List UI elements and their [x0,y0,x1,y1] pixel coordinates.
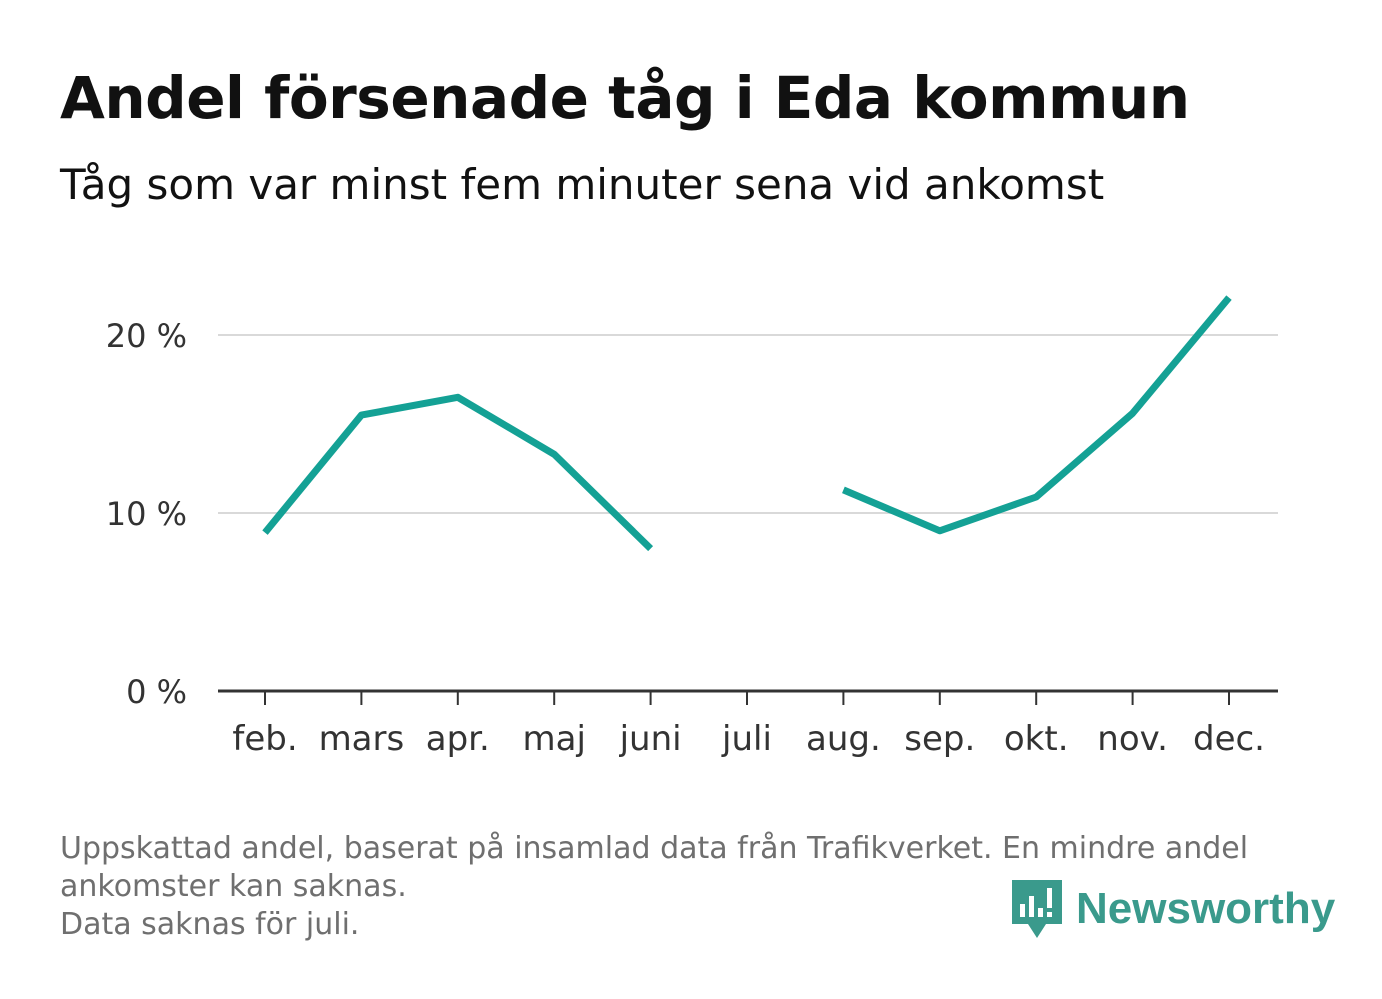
x-tick-label: nov. [1097,719,1168,759]
x-tick-label: juli [721,719,772,759]
newsworthy-logo: Newsworthy [1010,878,1335,940]
line-chart: 0 % 10 % 20 % feb. mars apr. maj juni juli aug. s… [106,295,1278,759]
x-tick-label: mars [319,719,405,759]
x-tick-label: aug. [806,719,881,759]
chart-title: Andel försenade tåg i Eda kommun [60,64,1190,132]
footnote-line-3: Data saknas för juli. [60,907,360,942]
series-line-segment [262,393,654,552]
chart-subtitle: Tåg som var minst fem minuter sena vid a… [60,160,1105,209]
x-tick-label: juni [619,719,682,759]
x-tick-label: feb. [232,719,297,759]
x-tick-label: sep. [904,719,975,759]
y-axis-labels: 0 % 10 % 20 % [106,317,187,711]
x-axis-labels: feb. mars apr. maj juni juli aug. sep. okt. nov. d… [232,719,1265,759]
x-tick-label: maj [522,719,585,759]
footnote-line-1: Uppskattad andel, baserat på insamlad da… [60,831,1249,866]
y-tick-label: 0 % [126,673,187,711]
gridlines [218,334,1278,514]
x-tick-label: okt. [1004,719,1069,759]
x-tick-label: apr. [426,719,490,759]
y-tick-label: 10 % [106,495,187,533]
newsworthy-logo-text: Newsworthy [1076,884,1336,933]
newsworthy-logo-icon [1012,880,1062,938]
y-tick-label: 20 % [106,317,187,355]
series-line [262,295,1232,552]
footnote: Uppskattad andel, baserat på insamlad da… [60,830,1320,944]
x-axis [218,689,1278,705]
x-tick-label: dec. [1193,719,1265,759]
footnote-line-2: ankomster kan saknas. [60,869,407,904]
series-line-segment [842,295,1232,535]
